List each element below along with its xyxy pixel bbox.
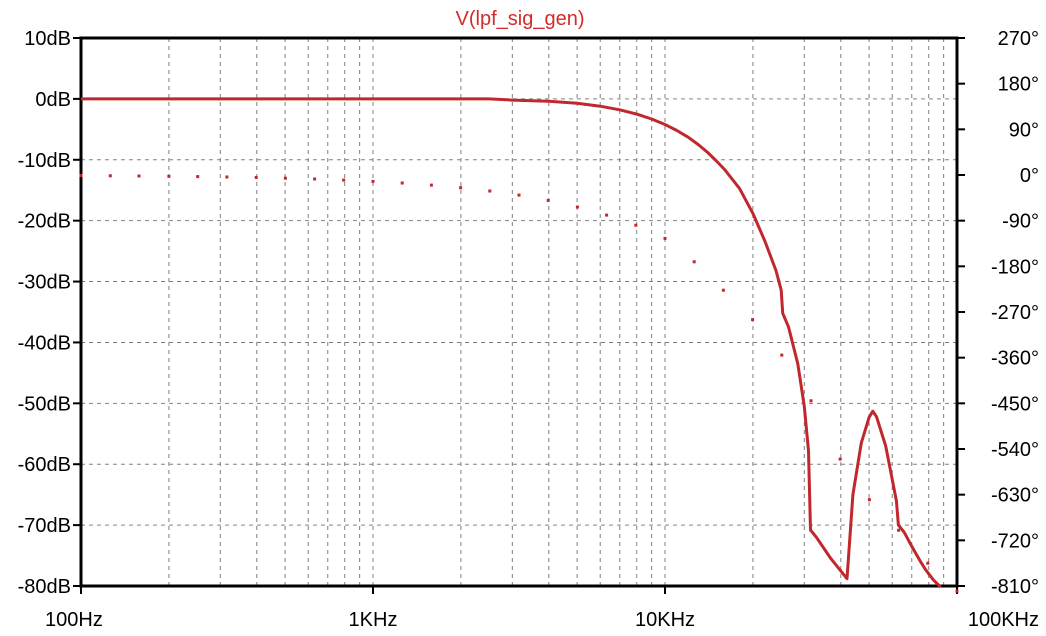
y-right-tick-label: -90° [1002,211,1039,233]
series-point-phase [313,177,317,181]
series-point-phase [137,174,141,178]
grid-lines [81,38,957,586]
series-point-phase [926,561,930,565]
x-axis: 100Hz 1KHz 10KHz 100KHz [45,586,1039,631]
y-right-tick-label: -540° [991,439,1039,461]
y-right-tick-label: 90° [1009,119,1039,141]
y-right-tick-label: -180° [991,256,1039,278]
series-point-phase [283,176,287,180]
series-point-phase [79,174,83,177]
series-point-phase [459,186,463,190]
series-point-phase [429,183,433,187]
chart-title: V(lpf_sig_gen) [456,8,585,30]
series-point-phase [897,528,901,532]
y-right-tick-label: -360° [991,348,1039,370]
series-point-phase [751,318,755,322]
y-left-tick-label: 10dB [24,28,71,50]
y-right-tick-label: -810° [991,576,1039,598]
series-point-phase [867,498,871,502]
x-tick-label: 100KHz [968,609,1039,631]
y-right-tick-label: -720° [991,530,1039,552]
series-line-magnitude [81,97,942,589]
series-point-phase [196,175,200,179]
x-tick-label: 1KHz [349,609,398,631]
y-right-tick-label: 0° [1020,165,1039,187]
y-right-axis: 270° 180° 90° 0° -90° -180° -270° -360° -450° -54… [957,28,1039,598]
series-point-phase [605,213,609,217]
y-right-tick-label: -450° [991,393,1039,415]
series-point-phase [721,288,725,292]
series-point-phase [663,236,667,240]
y-left-tick-label: -10dB [18,150,71,172]
series-point-phase [838,457,842,461]
series-point-phase [371,179,375,183]
y-right-tick-label: 270° [998,28,1039,50]
y-left-tick-label: -20dB [18,211,71,233]
series-point-phase [575,205,579,209]
plot-frame [79,36,959,588]
series-point-phase [342,178,346,182]
y-left-tick-label: -40dB [18,332,71,354]
series-point-phase [488,189,492,193]
y-left-tick-label: -80dB [18,576,71,598]
series-point-phase [400,181,404,185]
series-point-phase [634,223,638,227]
series-point-phase [692,260,696,264]
series-point-phase [955,589,959,593]
y-left-tick-label: -50dB [18,393,71,415]
x-tick-label: 10KHz [635,609,695,631]
series-point-phase [546,198,550,202]
y-left-tick-label: -70dB [18,515,71,537]
y-left-tick-label: -30dB [18,272,71,294]
y-left-axis: 10dB 0dB -10dB -20dB -30dB -40dB -50dB -60dB -70… [18,28,81,598]
series-point-phase [225,175,229,179]
series-point-phase [108,174,112,178]
y-left-tick-label: -60dB [18,454,71,476]
y-right-tick-label: -630° [991,485,1039,507]
series-layer [79,97,959,593]
y-left-tick-label: 0dB [35,89,71,111]
series-point-phase [809,399,813,403]
series-point-phase [517,193,521,197]
y-right-tick-label: 180° [998,74,1039,96]
series-point-phase [167,174,171,178]
series-point-phase [780,353,784,357]
x-tick-label: 100Hz [45,609,103,631]
series-point-phase [254,176,258,179]
y-right-tick-label: -270° [991,302,1039,324]
